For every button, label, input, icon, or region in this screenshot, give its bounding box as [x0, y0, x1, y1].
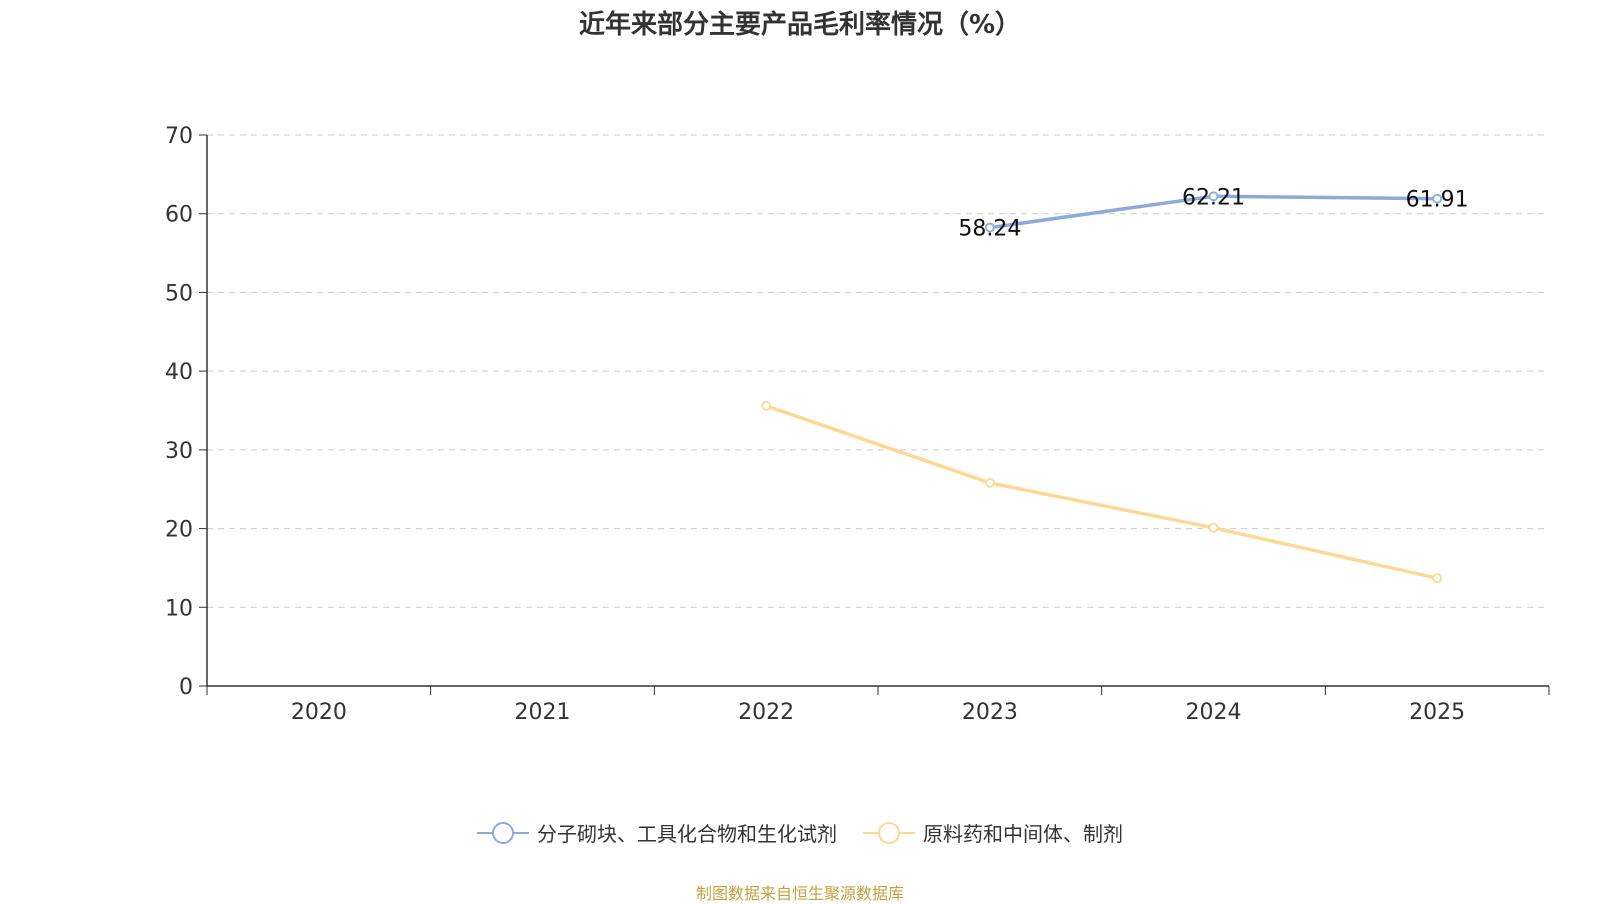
legend-label-series-1: 分子砌块、工具化合物和生化试剂: [537, 822, 837, 846]
data-source-note: 制图数据来自恒生聚源数据库: [695, 884, 904, 903]
x-tick-label-2024: 2024: [1186, 700, 1242, 725]
data-label-s1-2024: 62.21: [1182, 185, 1245, 210]
legend-label-series-2: 原料药和中间体、制剂: [923, 822, 1123, 846]
legend-marker-series-2: [863, 820, 915, 846]
data-point-s1-2023: [984, 222, 995, 233]
y-tick-label-40: 40: [165, 360, 193, 385]
x-tick-label-2023: 2023: [962, 700, 1018, 725]
legend-marker-series-1: [477, 820, 529, 846]
data-point-s2-2022: [761, 400, 772, 411]
y-tick-label-20: 20: [165, 518, 193, 543]
legend-item-series-2[interactable]: 原料药和中间体、制剂: [863, 818, 1123, 847]
data-point-s2-2025: [1432, 573, 1443, 584]
legend-item-series-1[interactable]: 分子砌块、工具化合物和生化试剂: [477, 818, 837, 847]
x-tick-label-2022: 2022: [738, 700, 794, 725]
chart-legend: 分子砌块、工具化合物和生化试剂 原料药和中间体、制剂: [0, 818, 1600, 847]
y-tick-label-60: 60: [165, 203, 193, 228]
y-tick-label-30: 30: [165, 439, 193, 464]
x-tick-label-2020: 2020: [291, 700, 347, 725]
x-tick-label-2025: 2025: [1409, 700, 1465, 725]
chart-title: 近年来部分主要产品毛利率情况（%）: [578, 10, 1022, 40]
series-line-2: [765, 404, 1438, 580]
data-point-s1-2024: [1208, 191, 1219, 202]
data-point-s2-2023: [984, 478, 995, 488]
data-point-s2-2024: [1208, 522, 1219, 533]
data-label-s1-2023: 58.24: [958, 217, 1021, 242]
data-point-s1-2025: [1432, 193, 1443, 204]
data-label-s1-2025: 61.91: [1406, 188, 1469, 213]
y-tick-label-50: 50: [165, 281, 193, 306]
y-tick-label-70: 70: [165, 124, 193, 149]
y-tick-label-10: 10: [165, 596, 193, 621]
y-tick-label-0: 0: [179, 675, 193, 700]
x-tick-label-2021: 2021: [515, 700, 571, 725]
